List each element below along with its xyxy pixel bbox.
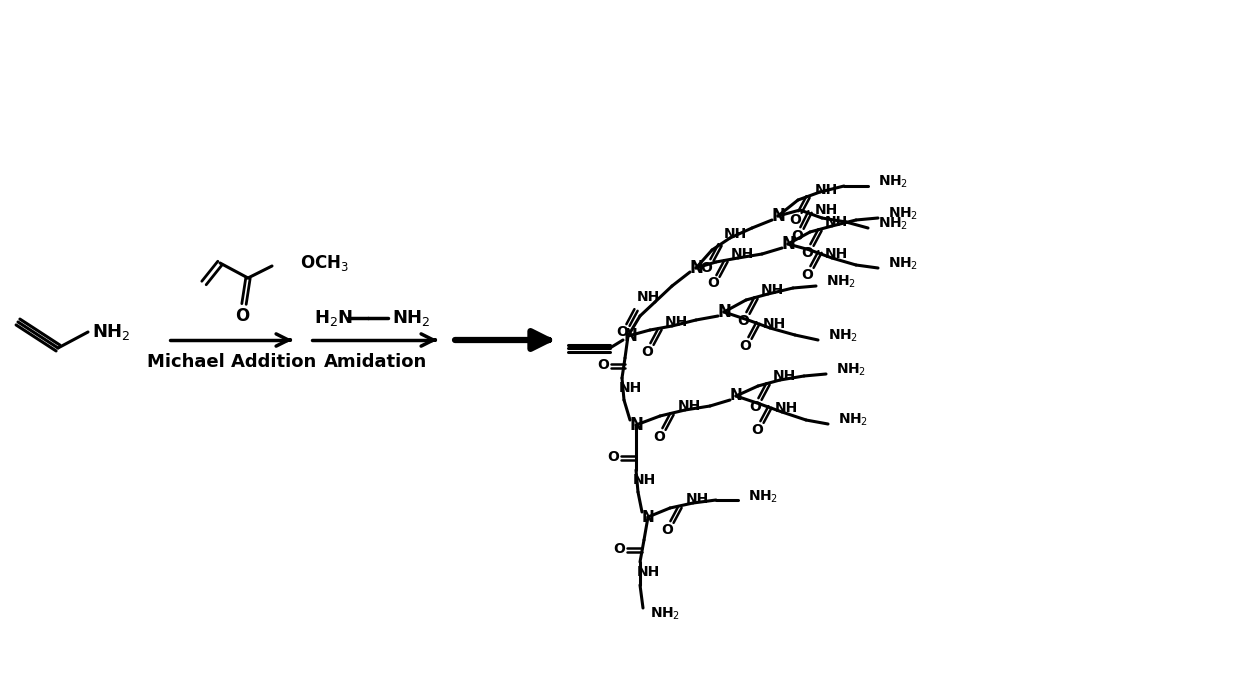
Text: NH: NH	[825, 215, 848, 229]
Text: O: O	[789, 213, 801, 227]
Text: NH: NH	[773, 369, 796, 383]
Text: O: O	[751, 423, 763, 437]
Text: NH: NH	[760, 283, 784, 297]
Text: N: N	[689, 259, 703, 277]
Text: NH: NH	[815, 183, 838, 197]
Text: Michael Addition: Michael Addition	[148, 353, 316, 371]
Text: N: N	[781, 235, 795, 253]
Text: O: O	[791, 229, 804, 243]
Text: O: O	[801, 246, 813, 260]
Text: NH$_2$: NH$_2$	[838, 412, 868, 428]
Text: NH$_2$: NH$_2$	[888, 206, 918, 222]
Text: O: O	[701, 261, 712, 275]
Text: NH: NH	[677, 399, 701, 413]
Text: O: O	[608, 450, 619, 464]
Text: O: O	[737, 314, 749, 328]
Text: O: O	[749, 400, 761, 414]
Text: NH$_2$: NH$_2$	[392, 308, 430, 328]
Text: N: N	[729, 389, 743, 403]
Text: OCH$_3$: OCH$_3$	[300, 253, 348, 273]
Text: NH: NH	[636, 290, 660, 304]
Text: NH: NH	[686, 492, 708, 506]
Text: NH: NH	[665, 315, 688, 329]
Text: NH: NH	[730, 247, 754, 261]
Text: NH$_2$: NH$_2$	[878, 174, 908, 190]
Text: NH: NH	[763, 317, 786, 331]
Text: N: N	[622, 327, 637, 345]
Text: NH$_2$: NH$_2$	[826, 274, 856, 290]
Text: NH$_2$: NH$_2$	[836, 362, 867, 378]
Text: NH: NH	[632, 473, 656, 487]
Text: NH: NH	[774, 401, 797, 415]
Text: NH$_2$: NH$_2$	[748, 489, 779, 505]
Text: O: O	[707, 276, 719, 290]
Text: Amidation: Amidation	[325, 353, 428, 371]
Text: N: N	[641, 510, 655, 524]
Text: O: O	[641, 345, 653, 359]
Text: NH$_2$: NH$_2$	[92, 322, 130, 342]
Text: NH: NH	[619, 381, 641, 395]
Text: NH$_2$: NH$_2$	[878, 216, 908, 232]
Text: O: O	[661, 523, 673, 537]
Text: NH: NH	[723, 227, 746, 241]
Text: O: O	[801, 268, 813, 282]
Text: O: O	[653, 430, 665, 444]
Text: O: O	[616, 325, 627, 339]
Text: NH$_2$: NH$_2$	[888, 256, 918, 272]
Text: O: O	[739, 339, 751, 353]
Text: NH$_2$: NH$_2$	[650, 606, 681, 622]
Text: N: N	[771, 207, 785, 225]
Text: N: N	[717, 303, 730, 321]
Text: O: O	[613, 542, 625, 556]
Text: NH: NH	[825, 247, 848, 261]
Text: N: N	[629, 416, 642, 434]
Text: H$_2$N: H$_2$N	[314, 308, 353, 328]
Text: NH: NH	[636, 565, 660, 579]
Text: O: O	[234, 307, 249, 325]
Text: O: O	[598, 358, 609, 372]
Text: NH$_2$: NH$_2$	[828, 328, 858, 344]
Text: NH: NH	[815, 203, 838, 217]
